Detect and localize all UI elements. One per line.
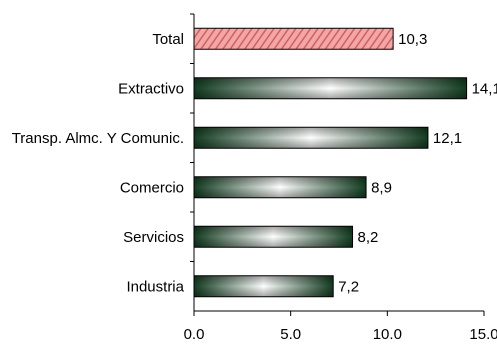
bars-layer bbox=[193, 27, 468, 298]
x-tick-label-2: 5.0 bbox=[280, 326, 301, 343]
x-tick-label-1: 0.0 bbox=[184, 326, 205, 343]
value-label-5: 8,2 bbox=[358, 229, 379, 246]
bar-fill-1 bbox=[193, 27, 394, 50]
value-label-3: 12,1 bbox=[433, 130, 462, 147]
axes: 0.0 5.0 10.0 15.0 bbox=[184, 13, 497, 343]
x-tick-label-3: 10.0 bbox=[373, 326, 402, 343]
value-label-6: 7,2 bbox=[338, 278, 359, 295]
bar-shade-4 bbox=[194, 176, 367, 198]
bar-6 bbox=[193, 275, 334, 298]
category-label-3: Transp. Almc. Y Comunic. bbox=[12, 130, 184, 147]
x-tick-label-4: 15.0 bbox=[469, 326, 497, 343]
bar-shade-5 bbox=[194, 226, 353, 248]
bar-shade-2 bbox=[194, 77, 467, 99]
category-label-1: Total bbox=[152, 31, 184, 48]
value-label-2: 14,1 bbox=[472, 80, 497, 97]
bar-3 bbox=[193, 126, 429, 149]
bar-1 bbox=[193, 27, 394, 50]
category-labels: Total Extractivo Transp. Almc. Y Comunic. C… bbox=[12, 31, 185, 296]
bar-shade-3 bbox=[194, 127, 428, 149]
category-label-4: Comercio bbox=[120, 179, 184, 196]
category-label-6: Industria bbox=[126, 278, 184, 295]
category-label-2: Extractivo bbox=[118, 80, 184, 97]
bar-2 bbox=[193, 77, 468, 100]
bar-4 bbox=[193, 176, 367, 199]
category-label-5: Servicios bbox=[123, 229, 184, 246]
bar-shade-6 bbox=[194, 275, 334, 297]
value-label-4: 8,9 bbox=[371, 179, 392, 196]
value-labels: 10,3 14,1 12,1 8,9 8,2 7,2 bbox=[338, 31, 497, 296]
value-label-1: 10,3 bbox=[398, 31, 427, 48]
bar-5 bbox=[193, 225, 354, 248]
